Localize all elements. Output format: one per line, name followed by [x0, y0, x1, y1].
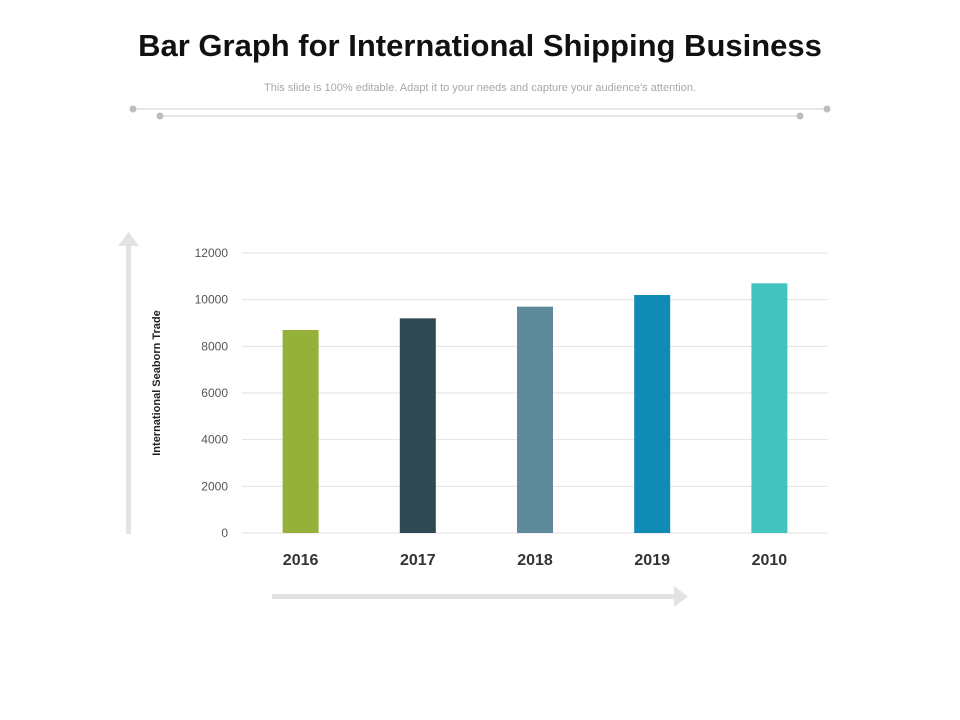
bar-2010: [751, 283, 788, 533]
bar-2016: [282, 330, 319, 533]
y-tick-label: 4000: [201, 433, 228, 447]
x-tick-label: 2017: [400, 552, 436, 569]
x-axis-arrow: [272, 586, 688, 607]
x-tick-label: 2018: [517, 552, 553, 569]
y-axis-label: International Seaborn Trade: [151, 310, 163, 455]
x-tick-label: 2010: [752, 552, 788, 569]
title-divider-decoration: [129, 105, 831, 120]
x-tick-label: 2016: [283, 552, 319, 569]
bar-2018: [517, 306, 553, 533]
y-tick-label: 0: [221, 526, 228, 540]
y-tick-label: 12000: [195, 246, 229, 260]
y-tick-label: 2000: [201, 479, 228, 493]
page-subtitle: This slide is 100% editable. Adapt it to…: [264, 82, 696, 94]
y-axis-arrow: [118, 232, 139, 534]
bar-2019: [634, 295, 671, 533]
x-tick-label: 2019: [634, 552, 670, 569]
page-title: Bar Graph for International Shipping Bus…: [138, 28, 822, 63]
y-tick-label: 8000: [201, 339, 228, 353]
y-tick-label: 10000: [195, 293, 229, 307]
bar-2017: [399, 318, 436, 533]
y-tick-label: 6000: [201, 386, 228, 400]
